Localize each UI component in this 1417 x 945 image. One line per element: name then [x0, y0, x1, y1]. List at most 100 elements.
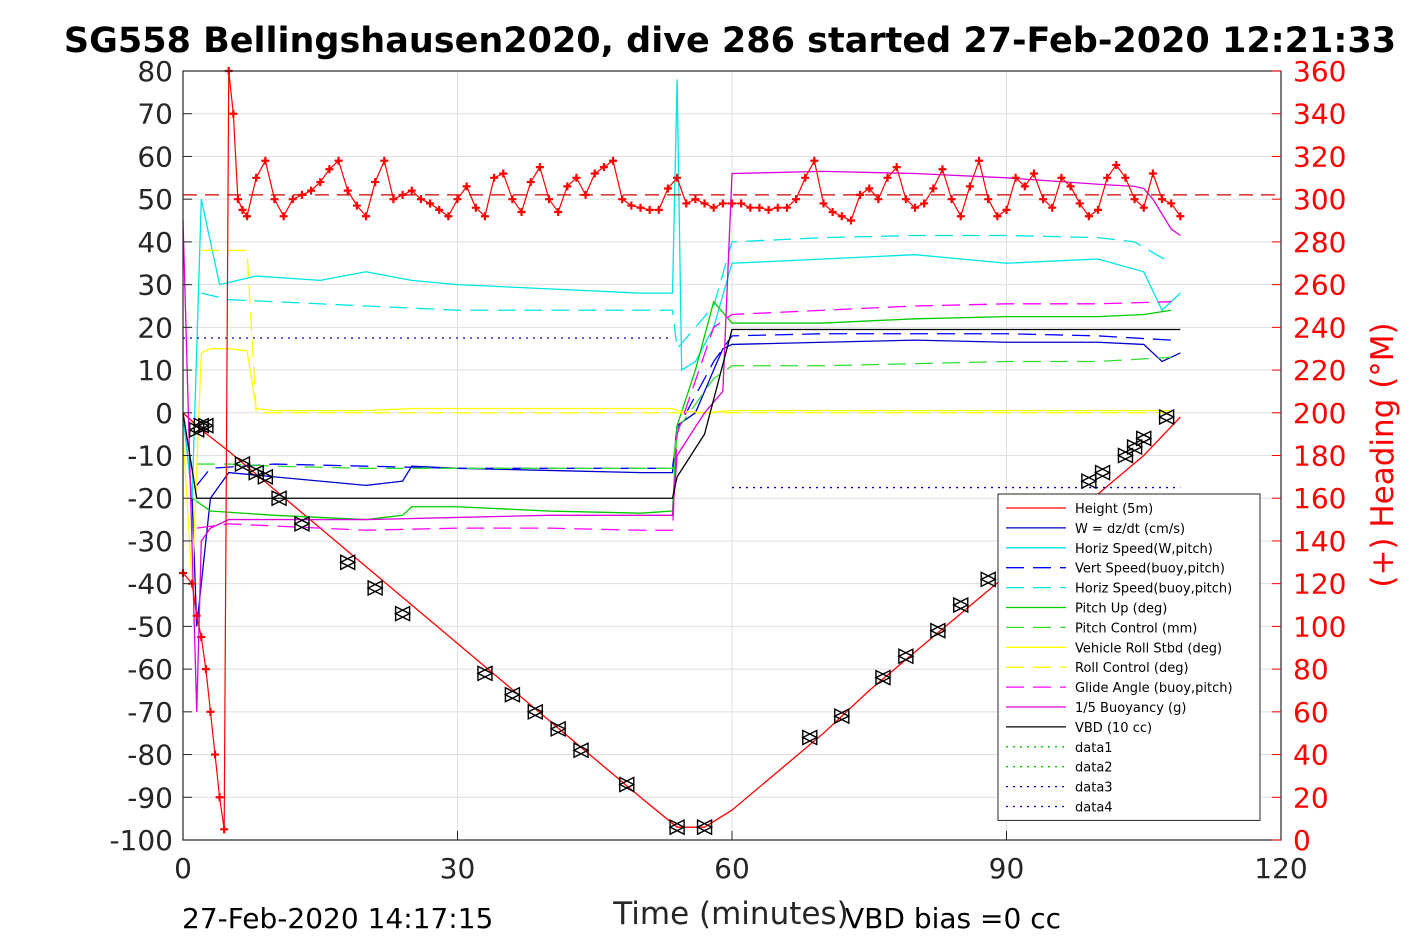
heading-marker	[407, 186, 416, 195]
series-line-4	[201, 234, 1172, 351]
heading-marker	[782, 203, 791, 212]
heading-marker	[920, 199, 929, 208]
triangle-marker	[1136, 430, 1153, 447]
y2-tick-label: 200	[1293, 397, 1346, 430]
heading-marker	[792, 195, 801, 204]
heading-marker	[201, 665, 210, 674]
legend-label: Vehicle Roll Stbd (deg)	[1075, 641, 1222, 656]
heading-marker	[691, 195, 700, 204]
triangle-marker	[572, 742, 589, 759]
y2-tick-label: 80	[1293, 653, 1329, 686]
heading-marker	[517, 207, 526, 216]
triangle-marker	[802, 729, 819, 746]
y-tick-label: 80	[137, 55, 173, 88]
triangle-marker	[248, 464, 265, 481]
heading-marker	[856, 190, 865, 199]
heading-marker	[993, 212, 1002, 221]
heading-marker	[554, 207, 563, 216]
heading-marker	[709, 203, 718, 212]
heading-marker	[233, 195, 242, 204]
heading-marker	[599, 163, 608, 172]
y-tick-label: -100	[109, 824, 173, 857]
y2-axis-label: (+) Heading (°M)	[1365, 322, 1401, 587]
heading-marker	[1011, 173, 1020, 182]
heading-marker	[645, 205, 654, 214]
series-line-8	[201, 249, 1172, 414]
triangle-marker	[1094, 464, 1112, 481]
triangle-marker	[1135, 430, 1152, 447]
heading-marker	[1148, 169, 1157, 178]
heading-marker	[911, 203, 919, 212]
legend: Height (5m) W = dz/dt (cm/s) Horiz Speed(W…	[997, 493, 1261, 821]
triangle-marker	[550, 720, 567, 738]
heading-marker	[663, 184, 672, 193]
heading-marker	[1048, 203, 1057, 212]
vbd-bias-label: VBD bias =0 cc	[845, 902, 1061, 935]
heading-marker	[389, 195, 398, 204]
heading-marker	[215, 793, 224, 802]
triangle-marker	[198, 417, 215, 434]
heading-marker	[801, 173, 810, 182]
heading-marker	[352, 201, 361, 210]
heading-marker	[618, 195, 627, 204]
heading-marker	[490, 173, 499, 182]
triangle-marker	[1117, 447, 1135, 464]
heading-marker	[947, 195, 956, 204]
heading-marker	[316, 178, 325, 187]
y2-tick-label: 300	[1293, 183, 1346, 216]
heading-marker	[1112, 160, 1121, 169]
y-tick-label: 10	[137, 354, 173, 387]
y2-tick-label: 100	[1293, 610, 1346, 643]
x-tick-label: 30	[440, 852, 476, 885]
heading-marker	[1094, 205, 1102, 214]
legend-label: Pitch Control (mm)	[1075, 621, 1197, 636]
heading-marker	[810, 156, 819, 165]
legend-label: Pitch Up (deg)	[1075, 602, 1167, 617]
heading-marker	[279, 212, 288, 221]
legend-label: data1	[1075, 741, 1113, 756]
heading-marker	[1130, 195, 1139, 204]
triangle-marker	[294, 515, 311, 532]
heading-marker	[728, 199, 736, 208]
y-tick-label: -80	[127, 739, 173, 772]
heading-marker	[1167, 199, 1176, 208]
heading-marker	[901, 195, 910, 204]
heading-marker	[673, 173, 682, 182]
heading-marker	[929, 184, 938, 193]
legend-label: data4	[1075, 801, 1113, 816]
triangle-marker	[394, 605, 412, 622]
heading-marker	[1029, 169, 1038, 178]
heading-marker	[1075, 199, 1084, 208]
heading-marker	[819, 199, 828, 208]
triangle-marker	[1126, 438, 1144, 456]
y2-tick-label: 60	[1293, 696, 1329, 729]
y2-tick-label: 260	[1293, 269, 1346, 302]
triangle-marker	[193, 417, 210, 434]
triangle-marker	[234, 455, 252, 473]
y-tick-label: 0	[155, 397, 173, 430]
heading-marker	[837, 212, 846, 221]
triangle-marker	[875, 669, 892, 686]
heading-marker	[975, 156, 984, 165]
chart-title: SG558 Bellingshausen2020, dive 286 start…	[64, 21, 1396, 61]
heading-marker	[572, 173, 581, 182]
triangle-marker	[394, 605, 411, 622]
y-tick-label: -50	[127, 610, 173, 643]
y-tick-label: -10	[127, 440, 173, 473]
x-tick-label: 90	[989, 852, 1025, 885]
heading-marker	[238, 205, 247, 214]
triangle-marker	[1158, 408, 1176, 426]
heading-marker	[1039, 195, 1048, 204]
heading-marker	[746, 203, 755, 212]
series-line-11	[182, 328, 1181, 499]
heading-marker	[471, 203, 480, 212]
heading-marker	[229, 109, 238, 118]
heading-marker	[426, 199, 435, 208]
y-tick-label: -20	[127, 482, 173, 515]
y-tick-label: -30	[127, 525, 173, 558]
heading-marker	[1084, 212, 1093, 221]
tick-layer: 0 30 60 90 12080706050403020100-10-20-30-40-…	[109, 55, 1346, 885]
heading-marker	[380, 156, 389, 165]
legend-label: Height (5m)	[1075, 502, 1153, 517]
y-tick-label: 70	[137, 98, 173, 131]
